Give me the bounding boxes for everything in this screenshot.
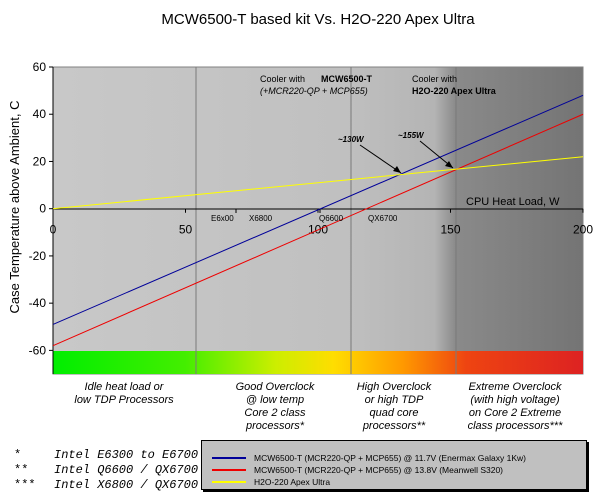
footnote-mark: ***	[14, 478, 36, 492]
annotation-h2o-line1: Cooler with	[412, 74, 457, 84]
series-line-1	[52, 113, 584, 347]
zone-label-idle-1: Idle heat load or	[85, 381, 165, 393]
zone-label-idle-2: low TDP Processors	[74, 394, 174, 406]
footnote-text: Intel Q6600 / QX6700	[54, 463, 199, 477]
x-tick-label: 200	[573, 223, 593, 237]
annotation-arrowhead	[445, 161, 453, 168]
y-axis-label: Case Temperature above Ambient, C	[7, 101, 22, 314]
zone-label-good-1: Good Overclock	[236, 381, 315, 393]
legend: MCW6500-T (MCR220-QP + MCP655) @ 11.7V (…	[201, 440, 587, 490]
legend-entry: H2O-220 Apex Ultra	[212, 477, 330, 487]
x-tick-label: 50	[179, 223, 193, 237]
cpu-marker-e6x00: E6x00	[211, 214, 234, 223]
annotation-mcw-line2: MCW6500-T	[321, 74, 373, 84]
legend-label: MCW6500-T (MCR220-QP + MCP655) @ 11.7V (…	[254, 453, 526, 463]
x-tick-label: 150	[440, 223, 460, 237]
zone-label-high-4: processors**	[362, 420, 426, 432]
legend-swatch	[212, 469, 246, 471]
footnotes: * Intel E6300 to E6700 ** Intel Q6600 / …	[14, 448, 198, 493]
series-line-0	[52, 94, 584, 325]
zone-label-good-4: processors*	[245, 420, 305, 432]
zone-label-extreme-1: Extreme Overclock	[469, 381, 562, 393]
y-tick-label: 0	[39, 202, 46, 216]
annotation-mcw-line1: Cooler with	[260, 74, 305, 84]
legend-entry: MCW6500-T (MCR220-QP + MCP655) @ 11.7V (…	[212, 453, 526, 463]
x-axis-label: CPU Heat Load, W	[466, 196, 560, 208]
y-tick-label: 60	[33, 60, 47, 74]
annotation-mcw-line3: (+MCR220-QP + MCP655)	[260, 86, 368, 96]
zone-label-extreme-3: on Core 2 Extreme	[469, 407, 561, 419]
annotation-arrowhead	[393, 166, 401, 173]
y-tick-label: -60	[29, 343, 47, 357]
chart-title: MCW6500-T based kit Vs. H2O-220 Apex Ult…	[161, 11, 475, 28]
y-tick-label: -40	[29, 296, 47, 310]
legend-label: H2O-220 Apex Ultra	[254, 477, 331, 487]
y-tick-label: -20	[29, 249, 47, 263]
footnote-text: Intel E6300 to E6700	[54, 448, 199, 462]
footnote-row: * Intel E6300 to E6700	[14, 448, 198, 463]
zone-bar	[53, 351, 583, 374]
zone-label-good-2: @ low temp	[246, 394, 304, 406]
annotation-130w: ~130W	[338, 135, 365, 144]
cpu-marker-qx6700: QX6700	[368, 214, 398, 223]
x-tick-label: 0	[50, 223, 57, 237]
footnote-row: ** Intel Q6600 / QX6700	[14, 463, 198, 478]
y-tick-label: 40	[33, 107, 47, 121]
plot-area	[52, 66, 584, 375]
cpu-marker-q6600: Q6600	[319, 214, 344, 223]
zone-label-high-3: quad core	[370, 407, 419, 419]
annotation-h2o-line2: H2O-220 Apex Ultra	[412, 86, 497, 96]
footnote-mark: *	[14, 448, 22, 462]
chart: MCW6500-T based kit Vs. H2O-220 Apex Ult…	[7, 11, 593, 432]
zone-label-good-3: Core 2 class	[244, 407, 306, 419]
footnote-text: Intel X6800 / QX6700	[54, 478, 199, 492]
footnote-mark: **	[14, 463, 29, 477]
zone-label-high-2: or high TDP	[365, 394, 424, 406]
y-tick-label: 20	[33, 154, 47, 168]
legend-swatch	[212, 457, 246, 459]
annotation-arrow-130w	[359, 144, 402, 174]
legend-entry: MCW6500-T (MCR220-QP + MCP655) @ 13.8V (…	[212, 465, 503, 475]
cpu-marker-x6800: X6800	[249, 214, 273, 223]
legend-label: MCW6500-T (MCR220-QP + MCP655) @ 13.8V (…	[254, 465, 504, 475]
footnote-row: *** Intel X6800 / QX6700	[14, 478, 198, 493]
zone-label-high-1: High Overclock	[357, 381, 432, 393]
annotation-155w: ~155W	[398, 131, 425, 140]
legend-swatch	[212, 481, 246, 483]
series-line-2	[52, 156, 584, 210]
zone-label-extreme-4: class processors***	[468, 420, 563, 432]
zone-label-extreme-2: (with high voltage)	[470, 394, 560, 406]
